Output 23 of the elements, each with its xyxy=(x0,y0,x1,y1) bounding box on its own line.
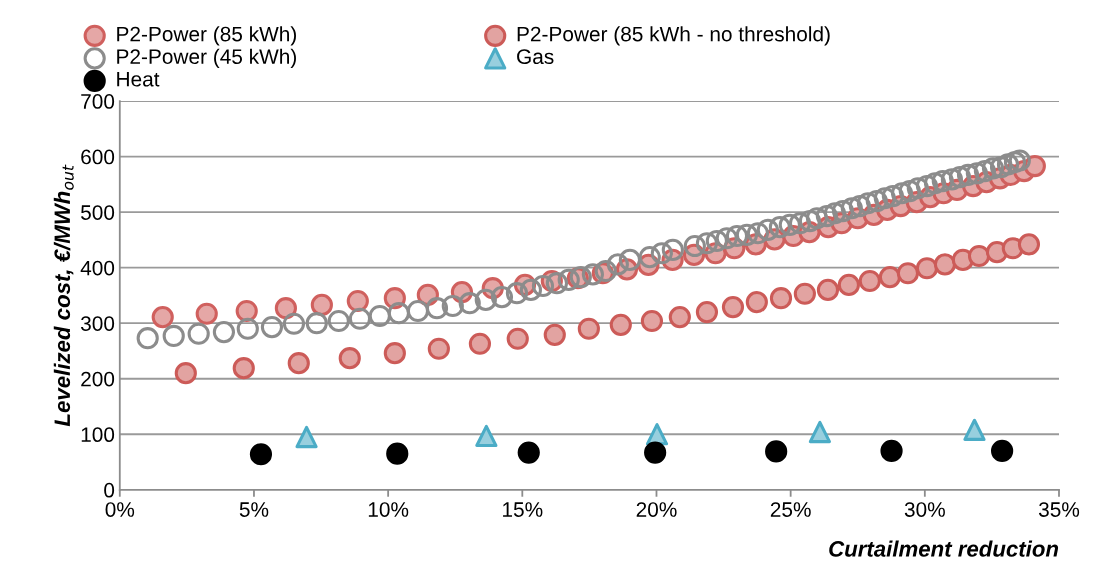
x-tick-label: 10% xyxy=(368,502,409,517)
y-tick-label: 0 xyxy=(104,482,115,498)
y-tick-label: 500 xyxy=(81,205,115,220)
y-tick-label: 200 xyxy=(81,371,115,387)
y-axis-title: Levelized cost, €/MWh$_{out}$ xyxy=(53,164,74,427)
x-tick-label: 5% xyxy=(239,502,269,517)
x-axis-title: Curtailment reduction xyxy=(829,540,1059,557)
legend-label: P2-Power (85 kWh - no threshold) xyxy=(517,26,830,46)
y-tick-label: 300 xyxy=(80,316,115,331)
legend-label: P2-Power (85 kWh) xyxy=(117,26,296,46)
legend-label: P2-Power (45 kWh) xyxy=(117,48,296,69)
x-tick-label: 30% xyxy=(904,502,945,517)
y-tick-label: 400 xyxy=(80,260,115,276)
x-tick-label: 25% xyxy=(770,502,811,517)
y-tick-label: 600 xyxy=(81,149,115,165)
legend-label: Heat xyxy=(117,72,160,87)
y-tick-label: 700 xyxy=(81,94,115,109)
x-tick-label: 20% xyxy=(636,502,677,517)
x-tick-label: 0% xyxy=(105,502,135,517)
x-tick-label: 15% xyxy=(503,502,543,517)
x-tick-label: 35% xyxy=(1038,502,1080,517)
legend-label: Gas xyxy=(517,49,554,65)
y-tick-label: 100 xyxy=(81,427,115,443)
